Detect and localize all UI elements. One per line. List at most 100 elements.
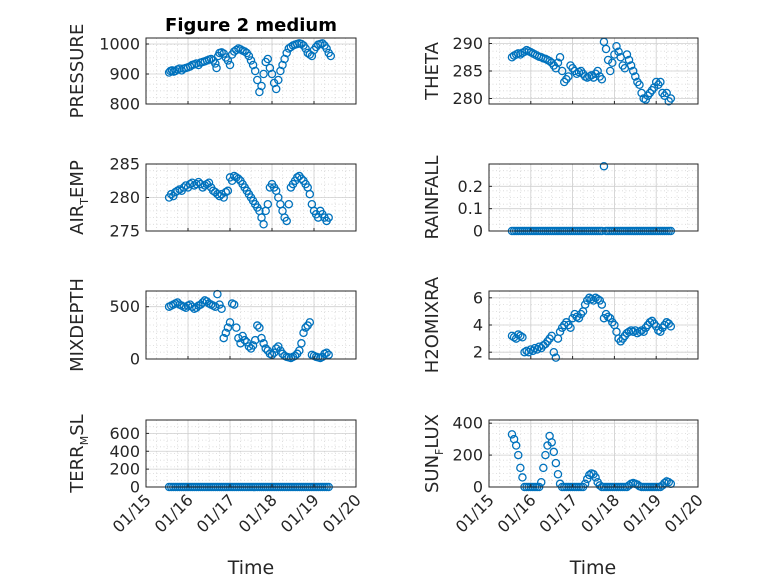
data-point <box>507 331 517 341</box>
data-point <box>221 187 231 197</box>
y-tick-label: 200 <box>109 460 140 479</box>
data-point <box>244 51 254 61</box>
data-point <box>631 72 640 81</box>
data-point <box>324 350 333 360</box>
data-point <box>171 66 180 76</box>
x-tick-label: 01/16 <box>494 490 540 536</box>
data-point <box>635 327 644 337</box>
data-point <box>217 304 226 314</box>
data-point <box>555 53 565 62</box>
subplot-air_temp: 275 280 285 AIRTEMP <box>67 155 357 241</box>
y-tick-label: 285 <box>452 62 483 81</box>
subplot-pressure: 800 900 1000 PRESSURE <box>67 24 357 118</box>
data-point <box>547 438 556 447</box>
x-tick-label: 01/19 <box>619 490 665 536</box>
data-point <box>626 61 636 70</box>
data-point <box>295 346 304 355</box>
data-point <box>282 48 291 58</box>
x-tick-label: 01/20 <box>319 490 365 536</box>
data-point <box>522 346 531 356</box>
data-point <box>599 161 609 171</box>
data-point <box>261 344 270 353</box>
data-point <box>603 55 613 65</box>
data-point <box>582 474 592 484</box>
y-tick-label: 290 <box>452 34 483 53</box>
y-axis-label: MIXDEPTH <box>67 278 88 372</box>
data-point <box>612 42 621 51</box>
data-point <box>215 191 224 201</box>
data-point <box>587 71 596 80</box>
data-point <box>246 56 256 65</box>
data-point <box>185 179 195 189</box>
data-point <box>212 63 221 73</box>
y-axis-label: TERRMSL <box>67 414 91 493</box>
data-point <box>595 296 605 305</box>
x-tick-label: 01/15 <box>452 490 498 536</box>
data-point <box>274 342 283 351</box>
data-point <box>263 54 273 64</box>
axes-box <box>488 419 699 488</box>
data-point <box>597 75 607 84</box>
subplot-theta: 280 285 290 THETA <box>422 34 699 108</box>
data-point <box>326 51 336 61</box>
y-tick-label: 600 <box>109 424 140 443</box>
data-point <box>628 327 638 337</box>
data-point <box>551 458 561 468</box>
data-point <box>526 345 536 354</box>
data-point <box>549 347 559 357</box>
data-point <box>516 50 525 59</box>
y-tick-label: 1000 <box>99 35 140 54</box>
data-point <box>171 187 180 197</box>
data-point <box>645 318 655 327</box>
data-point <box>628 66 638 76</box>
data-point <box>267 69 277 79</box>
data-point <box>572 312 582 322</box>
y-tick-label: 0 <box>130 478 140 497</box>
data-point <box>518 473 527 482</box>
data-point <box>271 344 281 353</box>
data-point <box>240 47 249 56</box>
data-point <box>194 177 203 187</box>
x-tick-label: 01/15 <box>109 490 155 536</box>
y-tick-label: 6 <box>473 288 483 307</box>
data-point <box>322 348 331 357</box>
y-axis-label: H2OMIXRA <box>422 276 443 373</box>
axes-box <box>145 290 357 360</box>
data-point <box>301 44 310 53</box>
data-point <box>511 441 521 450</box>
data-point <box>557 66 567 76</box>
data-point <box>511 334 521 343</box>
y-tick-label: 285 <box>109 155 140 174</box>
data-point <box>608 58 617 68</box>
x-tick-label: 01/20 <box>661 490 707 536</box>
data-point <box>666 94 676 103</box>
x-tick-label: 01/16 <box>151 490 197 536</box>
data-point <box>566 323 575 332</box>
y-axis-label: SUNFLUX <box>422 414 446 493</box>
data-point <box>187 178 197 188</box>
data-point <box>539 463 548 473</box>
figure-title: Figure 2 medium <box>165 15 337 36</box>
subplot-rainfall: 0 0.1 0.2 RAINFALL <box>422 156 699 241</box>
data-point <box>322 44 331 53</box>
data-point <box>263 199 273 209</box>
y-tick-label: 0.2 <box>458 177 483 196</box>
data-point <box>305 50 315 59</box>
data-point <box>664 477 673 487</box>
y-tick-label: 0 <box>473 478 483 497</box>
data-point <box>603 312 613 322</box>
data-point <box>173 186 182 196</box>
y-axis-label: AIRTEMP <box>67 160 91 235</box>
data-point <box>225 318 235 327</box>
y-tick-label: 900 <box>109 65 140 84</box>
y-tick-label: 800 <box>109 95 140 114</box>
data-point <box>541 450 550 460</box>
data-point <box>305 318 315 327</box>
data-point <box>223 186 233 196</box>
data-point <box>605 313 615 323</box>
data-point <box>585 293 594 303</box>
data-point <box>253 321 262 330</box>
data-point <box>215 300 224 309</box>
